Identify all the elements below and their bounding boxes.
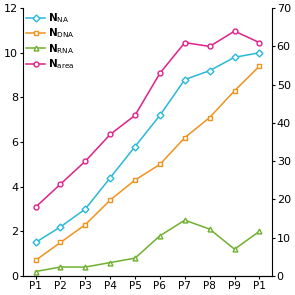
Legend: $\mathbf{N}$$_{\mathrm{NA}}$, $\mathbf{N}$$_{\mathrm{DNA}}$, $\mathbf{N}$$_{\mat: $\mathbf{N}$$_{\mathrm{NA}}$, $\mathbf{N…: [25, 10, 76, 72]
